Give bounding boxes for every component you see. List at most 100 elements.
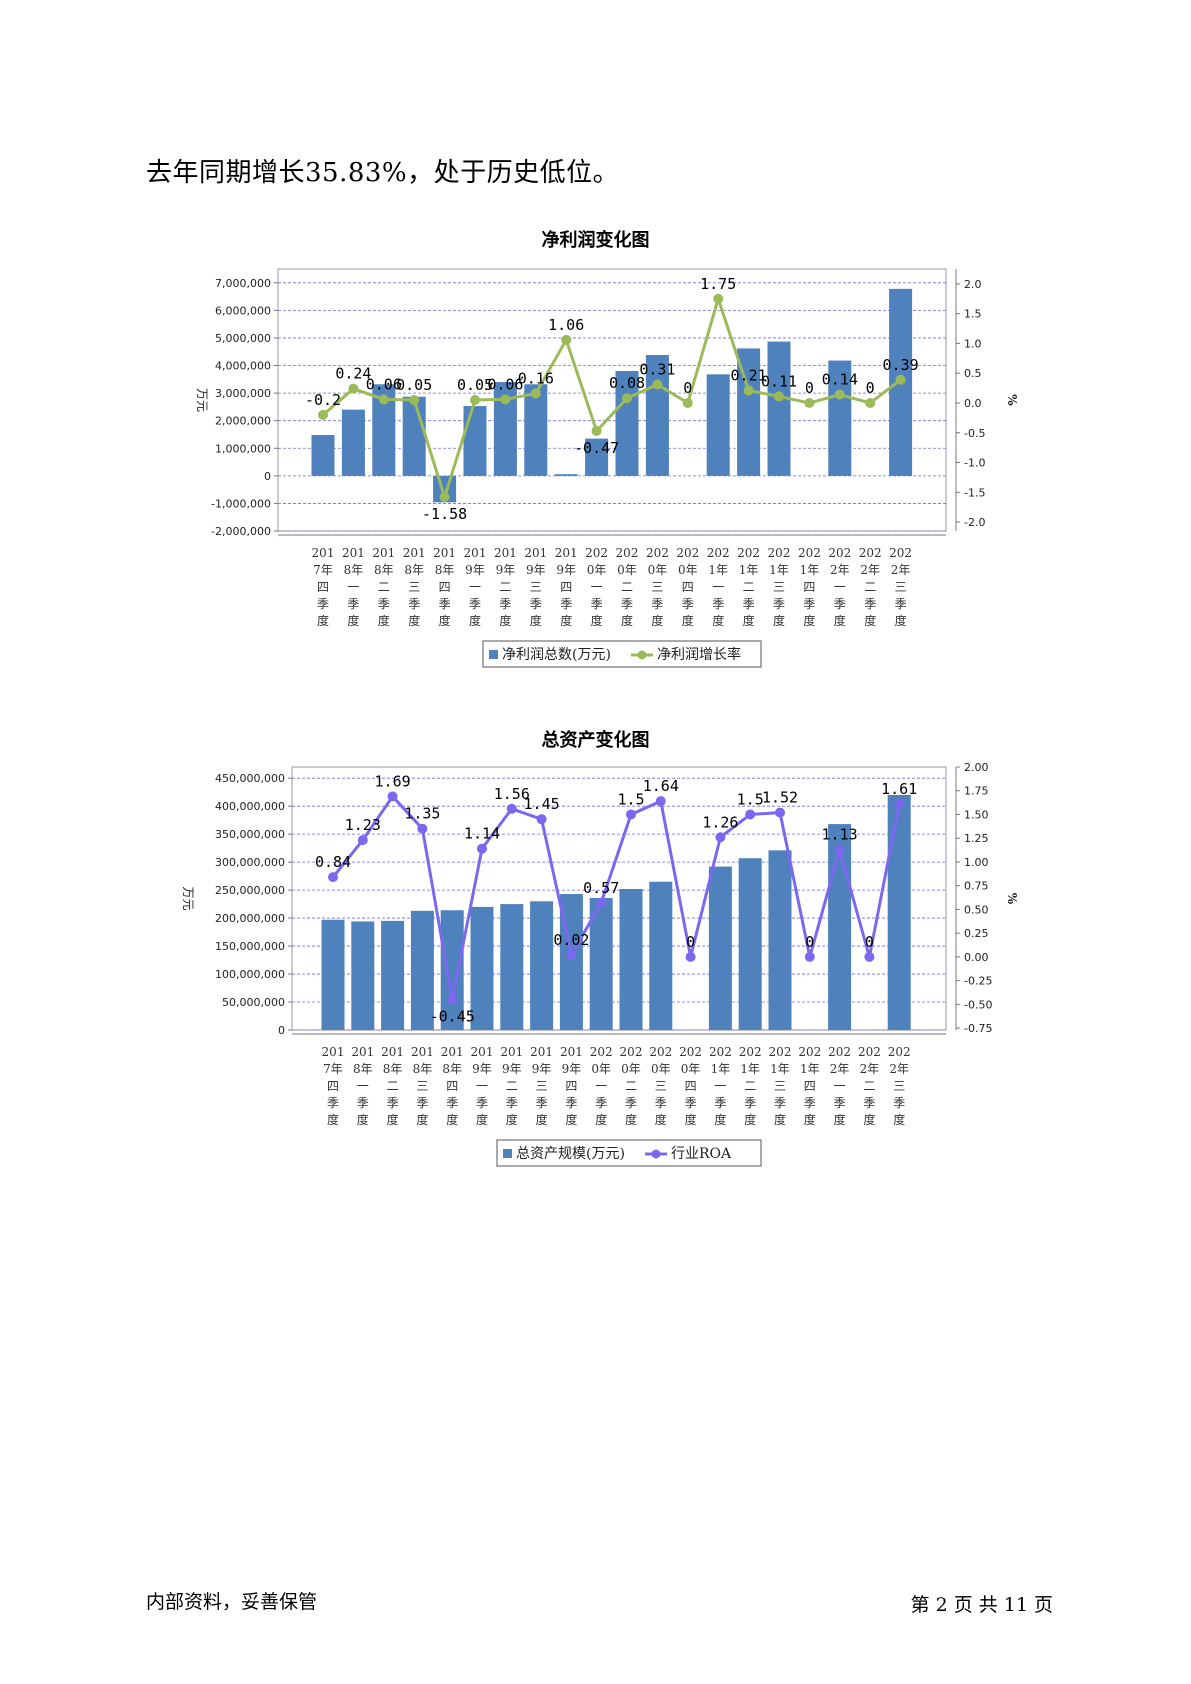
legend-swatch-bar — [489, 650, 498, 659]
y2-tick-label: 1.5 — [964, 308, 982, 321]
x-tick-label: 202 — [889, 546, 912, 560]
x-tick-label: 201 — [524, 546, 547, 560]
x-tick-label: 9年 — [465, 563, 485, 577]
chart-title-total-assets: 总资产变化图 — [541, 730, 650, 751]
y-tick-label: 100,000,000 — [215, 968, 285, 981]
x-tick-label: 度 — [565, 1112, 577, 1127]
y2-tick-label: 0.75 — [964, 880, 989, 893]
line-point — [447, 994, 458, 1005]
x-tick-label: 9年 — [496, 563, 516, 577]
x-tick-label: 8年 — [374, 563, 394, 577]
data-label: 0.11 — [761, 372, 797, 390]
data-label: 1.06 — [548, 316, 584, 334]
x-tick-label: 四 — [682, 580, 694, 594]
y-tick-label: 3,000,000 — [215, 387, 271, 400]
x-tick-label: 202 — [620, 1045, 643, 1059]
x-tick-label: 8年 — [404, 563, 424, 577]
bar — [524, 384, 548, 476]
x-tick-label: 201 — [471, 1045, 494, 1059]
x-tick-label: 201 — [372, 546, 395, 560]
x-tick-label: 度 — [416, 1112, 428, 1127]
x-tick-label: 201 — [342, 546, 365, 560]
x-tick-label: 二 — [621, 580, 633, 594]
x-tick-label: 二 — [625, 1079, 637, 1093]
x-tick-label: 度 — [408, 613, 420, 628]
x-tick-label: 1年 — [711, 1062, 731, 1076]
line-point — [743, 385, 754, 396]
x-tick-label: 202 — [649, 1045, 672, 1059]
data-label: 1.52 — [762, 789, 798, 807]
x-tick-label: 202 — [737, 546, 760, 560]
x-tick-label: 201 — [322, 1045, 345, 1059]
x-tick-label: 季 — [595, 1096, 607, 1110]
data-label: 0.06 — [366, 375, 402, 393]
x-tick-label: 度 — [621, 613, 633, 628]
x-tick-label: 三 — [536, 1079, 548, 1093]
line-point — [804, 397, 815, 408]
x-tick-label: 1年 — [739, 563, 759, 577]
x-tick-label: 2年 — [860, 563, 880, 577]
x-tick-label: 201 — [560, 1045, 583, 1059]
data-label: 0.05 — [457, 376, 493, 394]
y-tick-label: 4,000,000 — [215, 360, 271, 373]
y-tick-label: 50,000,000 — [222, 996, 285, 1009]
y-tick-label: 450,000,000 — [215, 772, 285, 785]
line-point — [378, 394, 389, 405]
x-tick-label: 202 — [858, 1045, 881, 1059]
x-tick-label: 202 — [585, 546, 608, 560]
line-point — [561, 334, 572, 345]
x-tick-label: 四 — [803, 580, 815, 594]
x-tick-label: 度 — [506, 1112, 518, 1127]
x-tick-label: 季 — [416, 1096, 428, 1110]
line-point — [715, 832, 726, 843]
x-tick-label: 度 — [803, 613, 815, 628]
x-tick-label: 度 — [895, 613, 907, 628]
line-point — [652, 379, 663, 390]
data-label: 0.31 — [639, 361, 675, 379]
y-tick-label: 7,000,000 — [215, 277, 271, 290]
x-tick-label: 四 — [804, 1079, 816, 1093]
x-tick-label: 二 — [744, 1079, 756, 1093]
data-label: -0.45 — [430, 1008, 475, 1026]
x-tick-label: 二 — [499, 580, 511, 594]
x-tick-label: 201 — [351, 1045, 374, 1059]
x-tick-label: 2年 — [889, 1062, 909, 1076]
x-tick-label: 8年 — [442, 1062, 462, 1076]
x-tick-label: 202 — [739, 1045, 762, 1059]
x-tick-label: 9年 — [472, 1062, 492, 1076]
x-tick-label: 8年 — [353, 1062, 373, 1076]
data-label: 0 — [683, 379, 692, 397]
line-point — [895, 374, 906, 385]
x-tick-label: 一 — [712, 580, 724, 594]
line-point — [894, 799, 905, 810]
x-tick-label: 度 — [476, 1112, 488, 1127]
x-tick-label: 度 — [834, 613, 846, 628]
bar — [645, 355, 669, 476]
x-tick-label: 季 — [347, 597, 359, 611]
total-assets-chart: 450,000,000 400,000,000 350,000,000 300,000… — [181, 761, 1019, 1167]
x-tick-label: 季 — [530, 597, 542, 611]
x-tick-label: 1年 — [740, 1062, 760, 1076]
line-point — [655, 796, 666, 807]
x-tick-label: 三 — [774, 1079, 786, 1093]
x-tick-label: 度 — [714, 1112, 726, 1127]
x-tick-label: 三 — [651, 580, 663, 594]
x-tick-label: 季 — [834, 597, 846, 611]
x-tick-label: 7年 — [313, 563, 333, 577]
x-tick-label: 2年 — [891, 563, 911, 577]
y2-tick-label: 1.00 — [964, 856, 989, 869]
data-label: 0.16 — [518, 369, 554, 387]
x-tick-label: 度 — [893, 1112, 905, 1127]
bar — [311, 435, 335, 476]
y2-axis-unit: % — [1005, 893, 1019, 905]
x-tick-label: 度 — [591, 613, 603, 628]
x-tick-label: 二 — [378, 580, 390, 594]
y-tick-label: -1,000,000 — [211, 497, 271, 510]
x-tick-label: 季 — [378, 597, 390, 611]
x-tick-label: 度 — [387, 1112, 399, 1127]
bar — [887, 794, 911, 1030]
x-tick-label: 季 — [408, 597, 420, 611]
y2-tick-label: 0.5 — [964, 367, 982, 380]
y2-tick-label: -0.25 — [964, 975, 992, 988]
x-tick-label: 一 — [834, 1079, 846, 1093]
